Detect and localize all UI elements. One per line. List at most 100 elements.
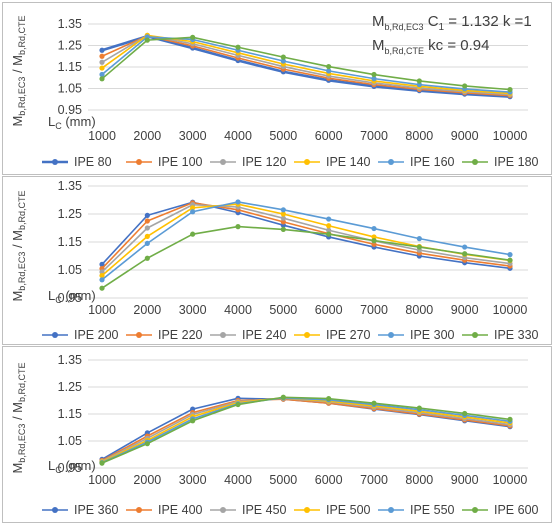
legend-marker [388, 159, 394, 165]
data-point [144, 233, 150, 239]
x-tick-label: 8000 [405, 473, 433, 487]
y-tick-label: 1.25 [58, 380, 82, 394]
data-point [462, 244, 468, 250]
legend-marker [304, 332, 310, 338]
x-tick-label: 4000 [224, 473, 252, 487]
x-axis-label: LC (mm) [48, 114, 96, 131]
data-point [416, 405, 422, 411]
legend-label: IPE 360 [74, 503, 119, 517]
data-point [371, 71, 377, 78]
y-tick-label: 0.95 [58, 291, 82, 305]
data-point [144, 225, 150, 231]
legend-marker [472, 159, 478, 165]
series-line-ipe-300 [101, 201, 511, 281]
data-point [190, 418, 196, 424]
x-tick-label: 3000 [179, 473, 207, 487]
series-line-ipe-550 [101, 396, 511, 464]
x-tick-label: 1000 [88, 473, 116, 487]
legend-marker [136, 332, 142, 338]
data-point [190, 231, 196, 237]
data-point [235, 224, 241, 230]
x-tick-label: 6000 [315, 129, 343, 143]
data-point [99, 269, 105, 275]
series-line-ipe-80 [101, 34, 511, 98]
x-tick-label: 9000 [451, 129, 479, 143]
data-point [99, 273, 105, 279]
data-point [507, 257, 513, 263]
x-tick-label: 6000 [315, 473, 343, 487]
data-point [416, 82, 422, 88]
data-point [144, 441, 150, 447]
data-point [144, 212, 150, 218]
data-point [280, 215, 286, 221]
y-tick-label: 1.35 [58, 17, 82, 31]
data-point [235, 44, 241, 50]
series-line-ipe-330 [101, 225, 511, 289]
legend-label: IPE 400 [158, 503, 203, 517]
x-tick-label: 2000 [133, 473, 161, 487]
data-point [507, 416, 513, 422]
legend-marker [52, 159, 58, 165]
chart-panel-2: 0.95 1.05 1.15 1.25 1.35 1000 2000 3000 4000 5000… [2, 176, 552, 345]
data-point [280, 219, 286, 225]
x-tick-label: 4000 [224, 129, 252, 143]
x-tick-label: 5000 [269, 473, 297, 487]
x-tick-label: 8000 [405, 129, 433, 143]
data-point [326, 396, 332, 402]
x-tick-label: 5000 [269, 129, 297, 143]
data-point [280, 226, 286, 232]
y-axis-label: Mb,Rd,EC3 / Mb,Rd,CTE [10, 190, 27, 301]
panel-frame [2, 346, 552, 523]
y-tick-label: 1.35 [58, 353, 82, 367]
legend-marker [220, 159, 226, 165]
data-point [371, 400, 377, 406]
legend-marker [472, 332, 478, 338]
x-tick-label: 5000 [269, 303, 297, 317]
x-tick-label: 1000 [88, 129, 116, 143]
data-point [416, 244, 422, 250]
y-tick-label: 1.05 [58, 82, 82, 96]
legend-marker [52, 332, 58, 338]
legend-label: IPE 100 [158, 155, 203, 169]
legend-marker [136, 507, 142, 513]
y-tick-label: 1.25 [58, 207, 82, 221]
data-point [326, 216, 332, 222]
legend-marker [472, 507, 478, 513]
data-point [371, 225, 377, 232]
legend-label: IPE 500 [326, 503, 371, 517]
data-point [144, 218, 150, 224]
y-tick-label: 0.95 [58, 103, 82, 117]
legend-label: IPE 240 [242, 328, 287, 342]
data-point [99, 59, 105, 65]
x-tick-label: 1000 [88, 303, 116, 317]
chart-panel-1: 0.95 1.05 1.15 1.25 1.35 1000 2000 3000 4000 5000… [2, 2, 552, 175]
data-point [99, 53, 105, 59]
data-point [280, 207, 286, 213]
data-point [280, 394, 286, 400]
data-point [190, 205, 196, 211]
data-point [235, 401, 241, 408]
y-tick-label: 1.35 [58, 179, 82, 193]
data-point [144, 240, 150, 246]
data-point [462, 83, 468, 89]
legend-label: IPE 220 [158, 328, 203, 342]
x-tick-label: 7000 [360, 473, 388, 487]
y-axis-label: Mb,Rd,EC3 / Mb,Rd,CTE [10, 362, 27, 473]
legend-label: IPE 330 [494, 328, 539, 342]
legend-marker [136, 159, 142, 165]
x-axis-label: LC (mm) [48, 288, 96, 305]
x-tick-label: 10000 [493, 303, 528, 317]
data-point [462, 251, 468, 257]
series-line-ipe-600 [101, 396, 511, 464]
data-point [416, 78, 422, 84]
data-point [326, 223, 332, 229]
data-point [416, 236, 422, 242]
legend-label: IPE 140 [326, 155, 371, 169]
data-point [371, 76, 377, 82]
data-point [190, 209, 196, 215]
y-tick-label: 1.05 [58, 263, 82, 277]
series-line-ipe-400 [101, 398, 511, 462]
x-tick-label: 10000 [493, 129, 528, 143]
